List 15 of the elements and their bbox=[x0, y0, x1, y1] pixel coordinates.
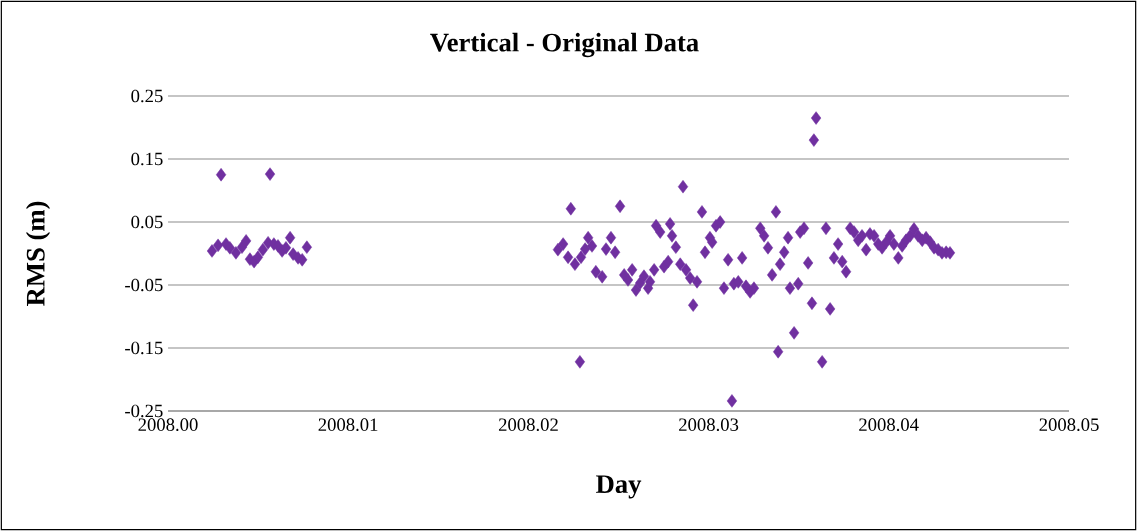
x-tick-label: 2008.05 bbox=[1039, 418, 1099, 432]
y-tick-label: 0.25 bbox=[131, 89, 163, 103]
x-tick-label: 2008.01 bbox=[318, 418, 378, 432]
x-tick-label: 2008.00 bbox=[138, 418, 198, 432]
y-tick-label: 0.05 bbox=[131, 215, 163, 229]
y-tick-label: 0.15 bbox=[131, 152, 163, 166]
x-tick-label: 2008.04 bbox=[859, 418, 919, 432]
x-tick-label: 2008.03 bbox=[679, 418, 739, 432]
y-axis-title: RMS (m) bbox=[25, 201, 51, 306]
y-tick-label: -0.15 bbox=[125, 341, 163, 355]
x-axis-title: Day bbox=[596, 475, 642, 499]
x-tick-label: 2008.02 bbox=[498, 418, 558, 432]
y-tick-label: -0.25 bbox=[125, 404, 163, 418]
y-tick-label: -0.05 bbox=[125, 278, 163, 292]
chart-title: Vertical - Original Data bbox=[430, 32, 699, 58]
